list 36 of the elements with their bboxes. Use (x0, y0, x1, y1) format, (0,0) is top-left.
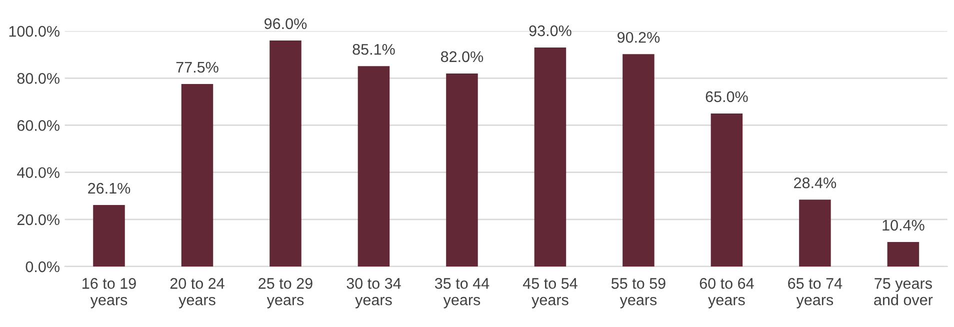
data-label: 26.1% (88, 182, 130, 194)
x-tick-label: 75 years and over (874, 278, 933, 306)
data-label: 65.0% (706, 91, 748, 102)
bar (93, 205, 125, 267)
bar (446, 73, 478, 267)
x-tick-label: 16 to 19 years (82, 278, 136, 308)
bar (358, 66, 390, 267)
x-tick-label: 25 to 29 years (258, 278, 312, 308)
x-tick-label: 35 to 44 years (434, 278, 490, 308)
y-tick-label: 80.0% (17, 73, 60, 84)
data-label: 77.5% (176, 62, 218, 73)
data-label: 93.0% (529, 25, 572, 36)
data-label: 96.0% (264, 18, 307, 30)
data-label: 90.2% (618, 32, 660, 43)
data-label: 82.0% (440, 51, 484, 62)
x-tick-label: 30 to 34 years (346, 278, 401, 308)
bar (622, 54, 654, 267)
data-label: 28.4% (794, 177, 836, 188)
bar (270, 40, 302, 267)
y-tick-label: 60.0% (17, 120, 60, 131)
x-tick-label: 65 to 74 years (788, 278, 842, 308)
x-tick-label: 60 to 64 years (700, 278, 754, 308)
x-tick-label: 20 to 24 years (170, 278, 224, 308)
y-tick-label: 40.0% (17, 167, 60, 178)
x-tick-label: 55 to 59 years (611, 278, 666, 308)
bar (799, 200, 831, 267)
data-label: 10.4% (882, 220, 924, 231)
x-tick-label: 45 to 54 years (522, 278, 578, 308)
bar (887, 242, 920, 267)
bar (534, 48, 566, 267)
y-tick-label: 0.0% (26, 261, 60, 272)
bar (181, 84, 214, 267)
data-label: 85.1% (352, 44, 395, 55)
y-tick-label: 100.0% (9, 26, 60, 37)
bar (710, 113, 743, 267)
y-tick-label: 20.0% (17, 214, 60, 226)
